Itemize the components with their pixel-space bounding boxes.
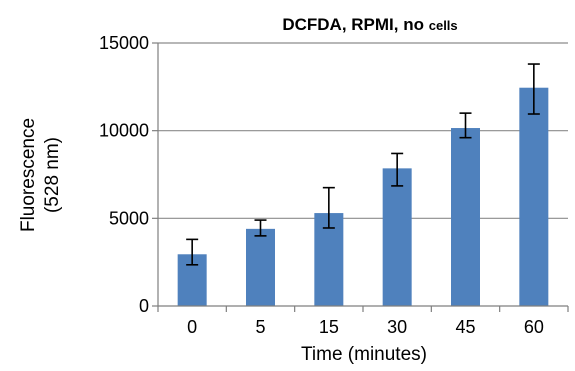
- bar-45: [451, 128, 480, 306]
- error-bar-60: [527, 63, 540, 115]
- y-tick-label: 10000: [99, 121, 149, 141]
- axes: [152, 42, 569, 312]
- chart-title-small: cells: [429, 18, 458, 33]
- bar-30: [382, 168, 412, 306]
- y-tick-label: 5000: [109, 208, 149, 228]
- chart-title: DCFDA, RPMI, no cells: [282, 15, 457, 34]
- x-tick-label: 0: [187, 317, 197, 337]
- error-bars: [186, 63, 540, 266]
- x-tick-label: 5: [255, 317, 265, 337]
- x-tick-label: 15: [319, 317, 339, 337]
- bar-5: [246, 228, 275, 306]
- gridlines: [158, 42, 568, 219]
- y-tick-label: 0: [139, 296, 149, 316]
- y-axis-label-line2: (528 nm): [42, 137, 63, 213]
- y-tick-label: 15000: [99, 33, 149, 53]
- bar-60: [519, 87, 549, 307]
- error-bar-0: [186, 238, 199, 266]
- x-axis-label: Time (minutes): [301, 344, 427, 365]
- error-bar-45: [459, 112, 472, 139]
- x-tick-label: 45: [455, 317, 475, 337]
- bars: [177, 87, 549, 307]
- chart-title-main: DCFDA, RPMI, no: [282, 15, 424, 34]
- error-bar-15: [322, 186, 335, 229]
- x-tick-label: 60: [524, 317, 544, 337]
- error-bar-5: [254, 219, 267, 237]
- x-tick-label: 30: [387, 317, 407, 337]
- y-axis-label-line1: Fluorescence: [18, 118, 39, 232]
- tick-labels: 0 5000 10000 15000 0 5 15 30 45 60: [99, 33, 544, 337]
- error-bar-30: [391, 152, 404, 187]
